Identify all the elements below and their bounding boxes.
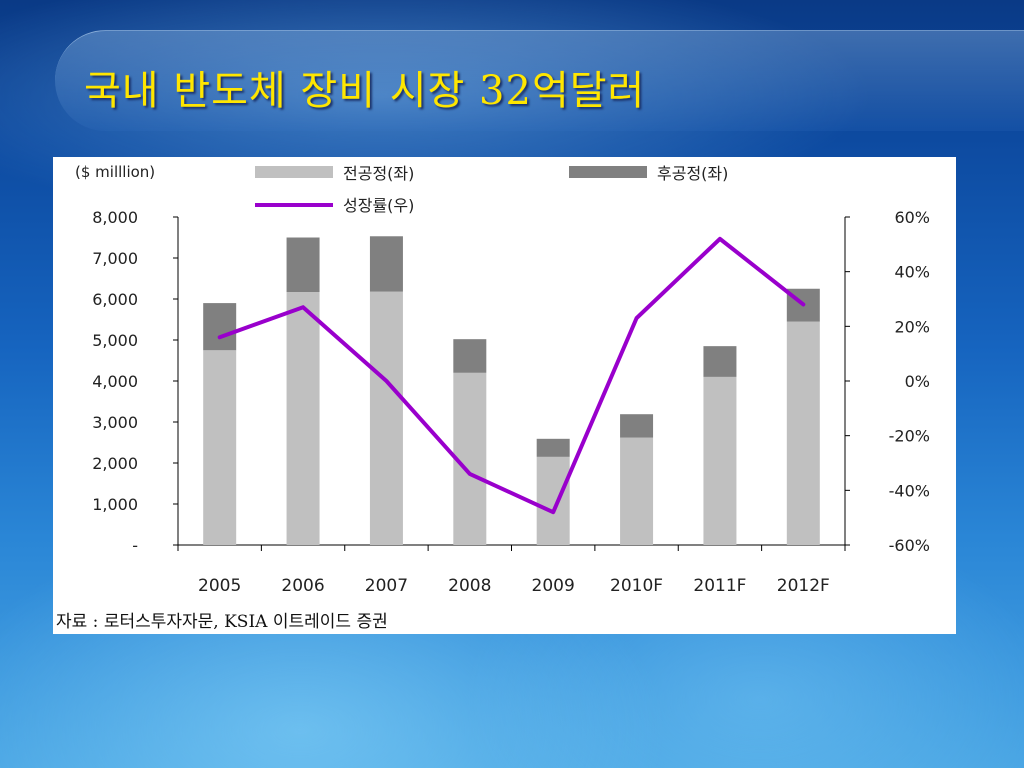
legend-label-growth: 성장률(우) [343, 196, 414, 215]
legend-label-front-end: 전공정(좌) [343, 164, 414, 183]
back-end-bar [453, 339, 487, 373]
front-end-bar [536, 456, 570, 545]
x-tick-label: 2012F [777, 576, 830, 596]
left-tick-label: 4,000 [92, 372, 138, 391]
back-end-bar [286, 237, 320, 293]
title-band [55, 30, 1024, 131]
left-tick-label: - [132, 536, 138, 555]
growth-rate-point [218, 335, 222, 339]
chart-svg: - 1,000 2,000 3,000 4,000 5,000 6,000 7,000 8,00… [75, 163, 930, 596]
x-tick-label: 2005 [198, 576, 241, 596]
left-tick-label: 2,000 [92, 454, 138, 473]
back-end-bar [369, 236, 403, 292]
growth-rate-point [801, 302, 805, 306]
x-tick-label: 2009 [532, 576, 575, 596]
growth-rate-point [635, 316, 639, 320]
left-tick-label: 6,000 [92, 290, 138, 309]
source-note: 자료 : 로터스투자자문, KSIA 이트레이드 증권 [56, 612, 388, 632]
left-tick-label: 8,000 [92, 208, 138, 227]
growth-rate-line [217, 236, 806, 515]
growth-rate-point [551, 510, 555, 514]
front-end-bar [286, 292, 320, 545]
legend-swatch-front-end [255, 166, 333, 178]
x-tick-label: 2007 [365, 576, 408, 596]
x-tick-label: 2010F [610, 576, 663, 596]
unit-label: ($ milllion) [75, 163, 155, 181]
left-tick-label: 1,000 [92, 495, 138, 514]
front-end-bar [620, 437, 654, 545]
back-end-bar [203, 303, 237, 351]
growth-rate-point [384, 379, 388, 383]
chart-panel: - 1,000 2,000 3,000 4,000 5,000 6,000 7,000 8,00… [53, 157, 956, 634]
front-end-bar [203, 350, 237, 545]
slide-title: 국내 반도체 장비 시장 32억달러 [84, 68, 646, 114]
back-end-bar [620, 414, 654, 438]
legend-swatch-back-end [569, 166, 647, 178]
growth-rate-point [301, 305, 305, 309]
right-tick-label: 0% [905, 372, 930, 391]
right-tick-label: 20% [894, 317, 930, 336]
left-tick-label: 5,000 [92, 331, 138, 350]
x-tick-label: 2006 [281, 576, 324, 596]
front-end-bar [369, 291, 403, 545]
right-tick-label: -60% [889, 536, 930, 555]
right-tick-label: -40% [889, 481, 930, 500]
back-end-bar [703, 346, 737, 377]
x-tick-label: 2011F [693, 576, 746, 596]
growth-rate-point [718, 237, 722, 241]
front-end-bar [703, 376, 737, 545]
back-end-bar [536, 438, 570, 457]
right-tick-label: 40% [894, 263, 930, 282]
right-tick-label: 60% [894, 208, 930, 227]
legend-label-back-end: 후공정(좌) [657, 164, 728, 183]
x-tick-label: 2008 [448, 576, 491, 596]
left-tick-label: 3,000 [92, 413, 138, 432]
growth-rate-point [468, 472, 472, 476]
left-tick-label: 7,000 [92, 249, 138, 268]
right-tick-label: -20% [889, 427, 930, 446]
front-end-bar [786, 321, 820, 545]
